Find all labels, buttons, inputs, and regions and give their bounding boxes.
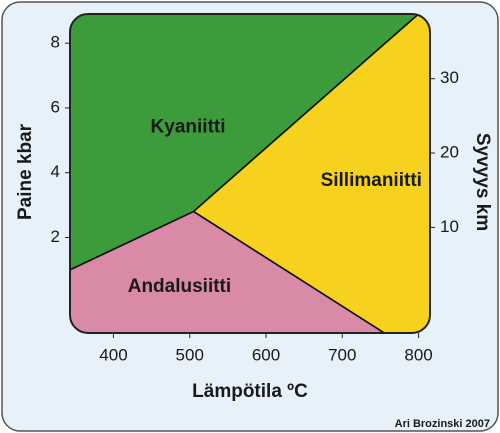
x-tick-label: 600 xyxy=(252,345,280,364)
x-axis-title: Lämpötila ºC xyxy=(192,381,308,402)
region-label: Andalusiitti xyxy=(128,276,231,297)
phase-region xyxy=(70,210,387,333)
y-axis-title: Paine kbar xyxy=(15,123,36,220)
x-tick-label: 800 xyxy=(404,345,432,364)
region-label: Sillimaniitti xyxy=(321,170,422,191)
y-tick-label: 2 xyxy=(51,227,60,246)
y2-tick-label: 10 xyxy=(440,217,459,236)
y2-axis-title: Syvyys km xyxy=(472,133,493,231)
y-tick-label: 6 xyxy=(51,97,60,116)
plot-area xyxy=(70,14,430,333)
x-tick-label: 500 xyxy=(176,345,204,364)
y2-tick-label: 30 xyxy=(440,68,459,87)
x-tick-label: 400 xyxy=(99,345,127,364)
region-label: Kyaniitti xyxy=(151,116,226,137)
y2-tick-label: 20 xyxy=(440,143,459,162)
plot-border xyxy=(69,13,431,334)
phase-region xyxy=(192,14,430,333)
credit: Ari Brozinski 2007 xyxy=(395,418,490,430)
y-tick-label: 8 xyxy=(51,33,60,52)
y-tick-label: 4 xyxy=(51,162,60,181)
x-tick-label: 700 xyxy=(328,345,356,364)
